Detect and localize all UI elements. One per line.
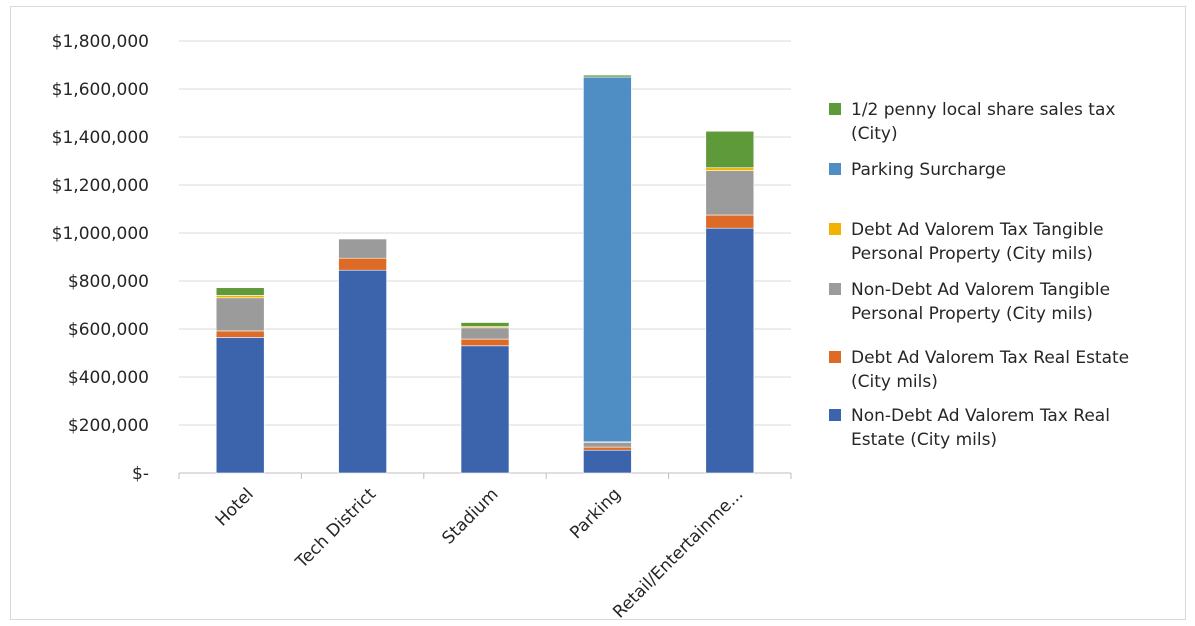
x-category-labels: Hotel Tech District Stadium ParkingRetail/E… [212, 484, 748, 621]
legend-label: (City mils) [851, 372, 938, 392]
y-tick-label: $1,600,000 [52, 80, 149, 100]
y-tick-label: $1,400,000 [52, 128, 149, 148]
bar-segment [705, 227, 755, 474]
bar-segment [215, 287, 265, 296]
y-tick-label: $400,000 [68, 368, 149, 388]
bar-segment [583, 74, 632, 78]
legend-label: (City) [851, 124, 898, 144]
bar-segment [583, 449, 632, 474]
y-tick-label: $600,000 [68, 320, 149, 340]
y-tick-label: $1,000,000 [52, 224, 149, 244]
legend-label: Personal Property (City mils) [851, 304, 1093, 324]
bar-segment [460, 338, 510, 347]
x-category-label: Tech District [291, 484, 380, 573]
bar-segment [215, 337, 265, 474]
legend-label: 1/2 penny local share sales tax [851, 100, 1115, 120]
legend-swatch [829, 163, 841, 175]
legend-label: Debt Ad Valorem Tax Real Estate [851, 348, 1129, 368]
x-category-label: Stadium [438, 484, 502, 548]
legend-label: Personal Property (City mils) [851, 244, 1093, 264]
bar-segment [705, 214, 755, 229]
x-category-label: Hotel [212, 484, 258, 530]
legend-swatch [829, 283, 841, 295]
legend-swatch [829, 409, 841, 421]
y-tick-label: $800,000 [68, 272, 149, 292]
y-tick-label: $1,200,000 [52, 176, 149, 196]
axes [178, 472, 792, 479]
bar-segment [338, 257, 387, 271]
bar-segment [705, 130, 755, 169]
bar-segment [338, 238, 387, 259]
bar-segment [215, 297, 265, 332]
bar-segment [460, 327, 510, 340]
legend-swatch [829, 351, 841, 363]
x-category-label: Retail/Entertainme... [609, 484, 747, 621]
chart-frame: $- $200,000 $400,000 $600,000 $800,000 $1,000… [10, 6, 1186, 621]
bar-segment [583, 441, 632, 448]
y-tick-labels: $- $200,000 $400,000 $600,000 $800,000 $1,000… [52, 32, 149, 484]
x-category-label: Parking [566, 484, 625, 543]
gridlines [179, 40, 791, 426]
y-tick-label: $- [132, 464, 149, 484]
legend-label: Non-Debt Ad Valorem Tax Real [851, 406, 1110, 426]
bars [215, 74, 755, 474]
legend-label: Estate (City mils) [851, 430, 997, 450]
bar-segment [215, 330, 265, 338]
bar-segment [583, 446, 632, 451]
bar-segment [460, 345, 510, 474]
y-tick-label: $200,000 [68, 416, 149, 436]
legend-swatch [829, 103, 841, 115]
y-tick-label: $1,800,000 [52, 32, 149, 52]
legend-label: Non-Debt Ad Valorem Tangible [851, 280, 1110, 300]
legend-label: Parking Surcharge [851, 160, 1006, 180]
bar-segment [705, 170, 755, 216]
stacked-bar-chart: $- $200,000 $400,000 $600,000 $800,000 $1,000… [52, 32, 1129, 621]
bar-segment [460, 322, 510, 327]
legend: 1/2 penny local share sales tax (City) Par… [829, 100, 1129, 450]
bar-segment [583, 76, 632, 443]
bar-segment [705, 167, 755, 171]
legend-label: Debt Ad Valorem Tax Tangible [851, 220, 1104, 240]
legend-swatch [829, 223, 841, 235]
bar-segment [215, 295, 265, 299]
bar-segment [338, 269, 387, 474]
